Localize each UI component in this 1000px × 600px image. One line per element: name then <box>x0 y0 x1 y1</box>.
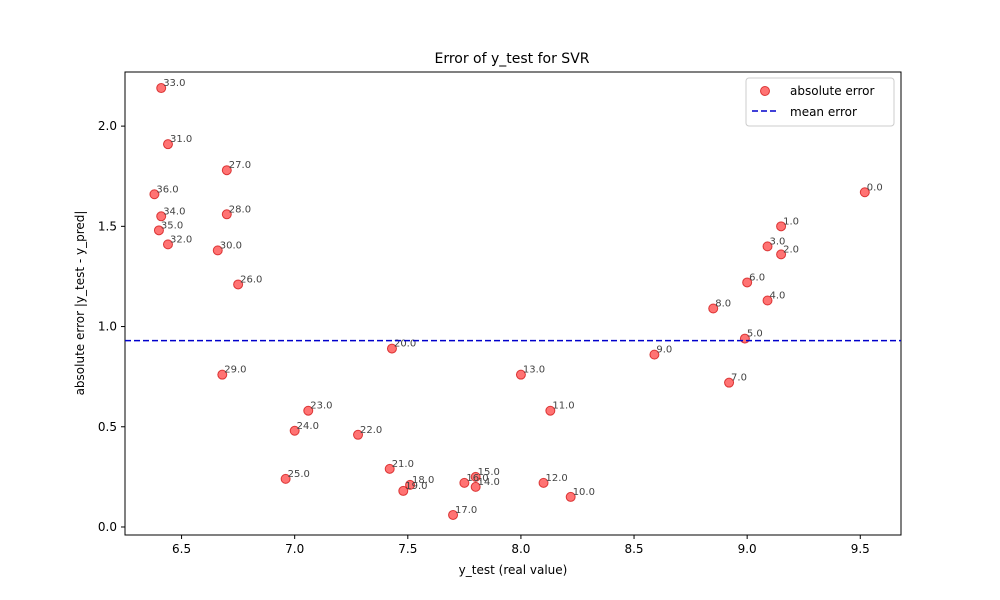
data-point <box>762 295 773 306</box>
data-point <box>724 377 735 388</box>
data-point <box>398 485 409 496</box>
y-axis-label: absolute error |y_test - y_pred| <box>73 211 87 396</box>
x-tick-label: 7.5 <box>398 542 417 556</box>
data-point <box>708 303 719 314</box>
data-point-label: 24.0 <box>297 421 319 432</box>
data-point-label: 23.0 <box>310 401 332 412</box>
data-point <box>233 279 244 290</box>
data-point <box>280 473 291 484</box>
plot-area: 0.0 1.0 2.03.0 4.0 5.0 6.0 7.0 8.0 9.0 10.0 11.0 12… <box>124 71 902 536</box>
data-point-label: 27.0 <box>229 160 251 171</box>
legend-box <box>745 77 895 127</box>
x-tick-label: 8.5 <box>624 542 643 556</box>
data-point-label: 5.0 <box>747 329 763 340</box>
data-point-label: 8.0 <box>715 299 731 310</box>
data-point <box>221 209 232 220</box>
legend-marker-absolute-error <box>760 86 770 96</box>
data-point-label: 12.0 <box>546 473 568 484</box>
data-point <box>153 225 164 236</box>
data-point <box>156 211 167 222</box>
data-point <box>545 405 556 416</box>
data-point-label: 6.0 <box>749 272 765 283</box>
data-point-label: 35.0 <box>161 220 183 231</box>
data-points: 0.0 1.0 2.03.0 4.0 5.0 6.0 7.0 8.0 9.0 10.0 11.0 12… <box>149 78 883 520</box>
data-point <box>448 509 459 520</box>
data-point-label: 16.0 <box>466 473 488 484</box>
x-tick-label: 6.5 <box>172 542 191 556</box>
data-point-label: 11.0 <box>552 401 574 412</box>
data-point <box>470 471 481 482</box>
data-point <box>538 477 549 488</box>
data-point <box>405 479 416 490</box>
data-point-label: 18.0 <box>412 475 434 486</box>
data-point-label: 14.0 <box>478 477 500 488</box>
data-point-label: 10.0 <box>573 487 595 498</box>
data-point-label: 9.0 <box>656 345 672 356</box>
data-point <box>386 343 397 354</box>
data-point <box>649 349 660 360</box>
y-tick-label: 0.5 <box>98 420 117 434</box>
data-point <box>859 187 870 198</box>
y-tick-label: 2.0 <box>98 119 117 133</box>
data-point-label: 30.0 <box>220 240 242 251</box>
y-tick-label: 1.5 <box>98 219 117 233</box>
data-point-label: 0.0 <box>867 182 883 193</box>
data-point <box>162 139 173 150</box>
data-point <box>221 165 232 176</box>
legend-label-absolute-error: absolute error <box>790 84 875 98</box>
x-tick-label: 8.0 <box>511 542 530 556</box>
data-point <box>384 463 395 474</box>
data-point-label: 31.0 <box>170 134 192 145</box>
data-point-label: 4.0 <box>770 290 786 301</box>
data-point-label: 13.0 <box>523 365 545 376</box>
data-point-label: 22.0 <box>360 425 382 436</box>
data-point-label: 28.0 <box>229 204 251 215</box>
data-point-label: 1.0 <box>783 216 799 227</box>
chart-title: Error of y_test for SVR <box>434 51 589 67</box>
data-point-label: 19.0 <box>405 481 427 492</box>
data-point <box>776 221 787 232</box>
data-point-label: 26.0 <box>240 274 262 285</box>
data-point-label: 33.0 <box>163 78 185 89</box>
data-point-label: 7.0 <box>731 373 747 384</box>
data-point-label: 15.0 <box>478 467 500 478</box>
y-axis: 0.0 0.5 1.0 1.5 2.0 <box>98 119 125 534</box>
x-axis: 6.5 7.0 7.5 8.0 8.5 9.0 9.5 <box>172 535 870 556</box>
x-axis-label: y_test (real value) <box>459 563 568 577</box>
data-point <box>459 477 470 488</box>
data-point <box>149 189 160 200</box>
data-point <box>353 429 364 440</box>
data-point <box>762 241 773 252</box>
data-point <box>217 369 228 380</box>
data-point-label: 17.0 <box>455 505 477 516</box>
data-point-label: 21.0 <box>392 459 414 470</box>
y-tick-label: 0.0 <box>98 520 117 534</box>
data-point <box>515 369 526 380</box>
data-point-label: 32.0 <box>170 234 192 245</box>
legend: absolute error mean error <box>745 77 895 127</box>
data-point <box>212 245 223 256</box>
data-point-label: 34.0 <box>163 206 185 217</box>
data-point <box>776 249 787 260</box>
legend-label-mean-error: mean error <box>790 105 857 119</box>
y-tick-label: 1.0 <box>98 320 117 334</box>
data-point <box>289 425 300 436</box>
x-tick-label: 7.0 <box>285 542 304 556</box>
data-point <box>162 239 173 250</box>
x-tick-label: 9.5 <box>851 542 870 556</box>
data-point-label: 36.0 <box>156 184 178 195</box>
data-point-label: 3.0 <box>770 236 786 247</box>
data-point <box>470 481 481 492</box>
data-point <box>303 405 314 416</box>
data-point-label: 29.0 <box>224 365 246 376</box>
data-point <box>742 277 753 288</box>
x-tick-label: 9.0 <box>738 542 757 556</box>
data-point <box>156 83 167 94</box>
plot-frame <box>124 71 902 536</box>
data-point-label: 20.0 <box>394 339 416 350</box>
data-point <box>565 491 576 502</box>
data-point-label: 2.0 <box>783 244 799 255</box>
data-point-label: 25.0 <box>288 469 310 480</box>
